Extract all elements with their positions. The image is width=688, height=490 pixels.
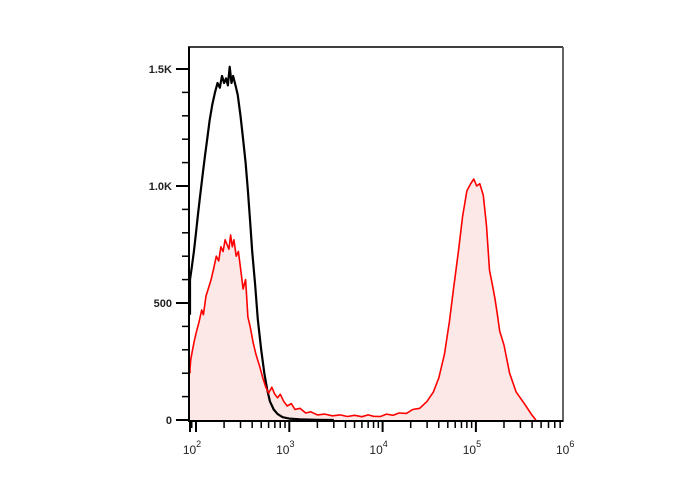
x-tick-label: 104 <box>369 439 387 457</box>
y-tick-label: 500 <box>154 298 172 310</box>
y-tick-label: 1.5K <box>149 64 172 76</box>
x-tick-label: 106 <box>556 439 574 457</box>
stained-series-fill <box>190 179 536 420</box>
x-tick-label: 105 <box>463 439 481 457</box>
x-tick-label: 103 <box>276 439 294 457</box>
x-tick-label: 102 <box>183 439 201 457</box>
control-series-line <box>188 65 334 422</box>
plot-area <box>188 46 564 422</box>
stained-series-line <box>189 178 537 421</box>
y-axis: 0 500 1.0K 1.5K <box>149 64 189 427</box>
y-tick-label: 0 <box>166 415 172 427</box>
x-axis: 102 103 104 105 106 <box>183 421 574 457</box>
y-tick-label: 1.0K <box>149 181 172 193</box>
